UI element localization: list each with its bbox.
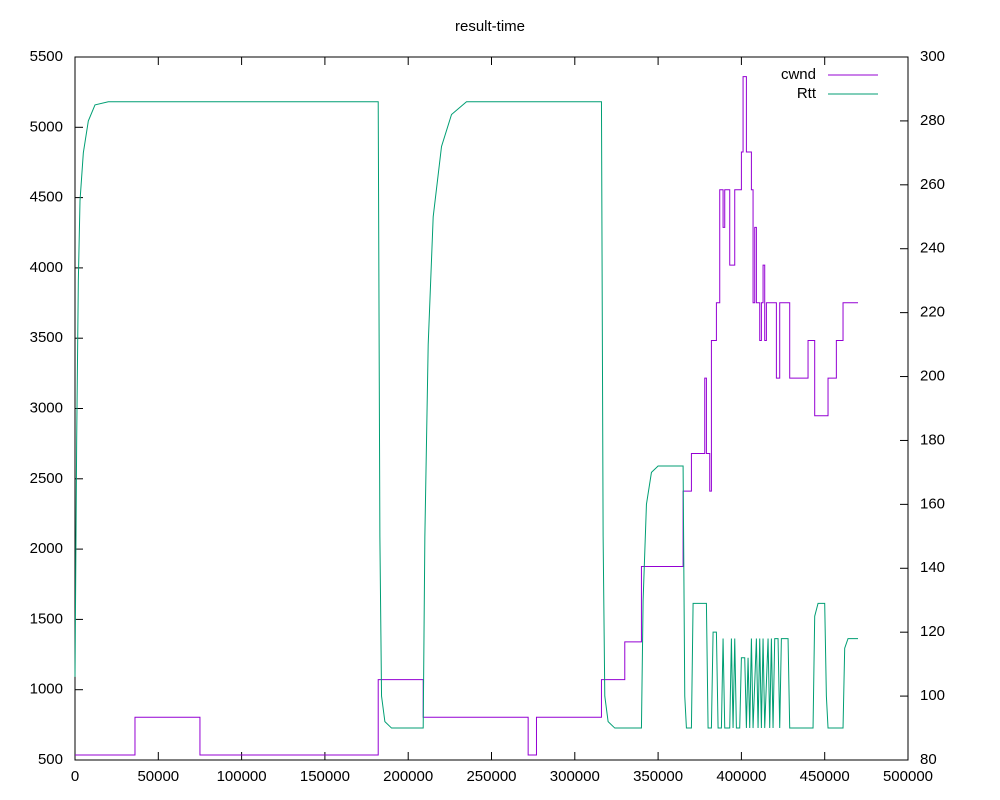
- x-tick-label: 50000: [137, 768, 179, 785]
- y2-tick-label: 220: [920, 304, 945, 321]
- y-tick-label: 1500: [30, 610, 63, 627]
- y-tick-label: 3500: [30, 329, 63, 346]
- x-tick-label: 400000: [716, 768, 766, 785]
- y2-tick-label: 300: [920, 48, 945, 65]
- legend-label: Rtt: [797, 85, 817, 102]
- y2-tick-label: 100: [920, 687, 945, 704]
- y-tick-label: 1000: [30, 681, 63, 698]
- y-tick-label: 2500: [30, 470, 63, 487]
- chart-title: result-time: [455, 18, 525, 35]
- y2-tick-label: 200: [920, 368, 945, 385]
- x-tick-label: 0: [71, 768, 79, 785]
- y2-tick-label: 280: [920, 112, 945, 129]
- x-tick-label: 100000: [217, 768, 267, 785]
- x-tick-label: 500000: [883, 768, 933, 785]
- y-tick-label: 2000: [30, 540, 63, 557]
- y-tick-label: 4500: [30, 189, 63, 206]
- y2-tick-label: 140: [920, 559, 945, 576]
- y-tick-label: 500: [38, 751, 63, 768]
- x-tick-label: 350000: [633, 768, 683, 785]
- y2-tick-label: 160: [920, 495, 945, 512]
- y-tick-label: 5000: [30, 118, 63, 135]
- series-line: [74, 101, 859, 729]
- x-tick-label: 300000: [550, 768, 600, 785]
- x-tick-label: 250000: [466, 768, 516, 785]
- y2-tick-label: 260: [920, 176, 945, 193]
- y2-tick-label: 180: [920, 431, 945, 448]
- x-tick-label: 150000: [300, 768, 350, 785]
- y-tick-label: 3000: [30, 399, 63, 416]
- x-tick-label: 200000: [383, 768, 433, 785]
- legend-label: cwnd: [781, 66, 816, 83]
- x-tick-label: 450000: [800, 768, 850, 785]
- y2-tick-label: 80: [920, 751, 937, 768]
- y-tick-label: 4000: [30, 259, 63, 276]
- series-line: [75, 76, 859, 756]
- y-tick-label: 5500: [30, 48, 63, 65]
- y2-tick-label: 120: [920, 623, 945, 640]
- y2-tick-label: 240: [920, 240, 945, 257]
